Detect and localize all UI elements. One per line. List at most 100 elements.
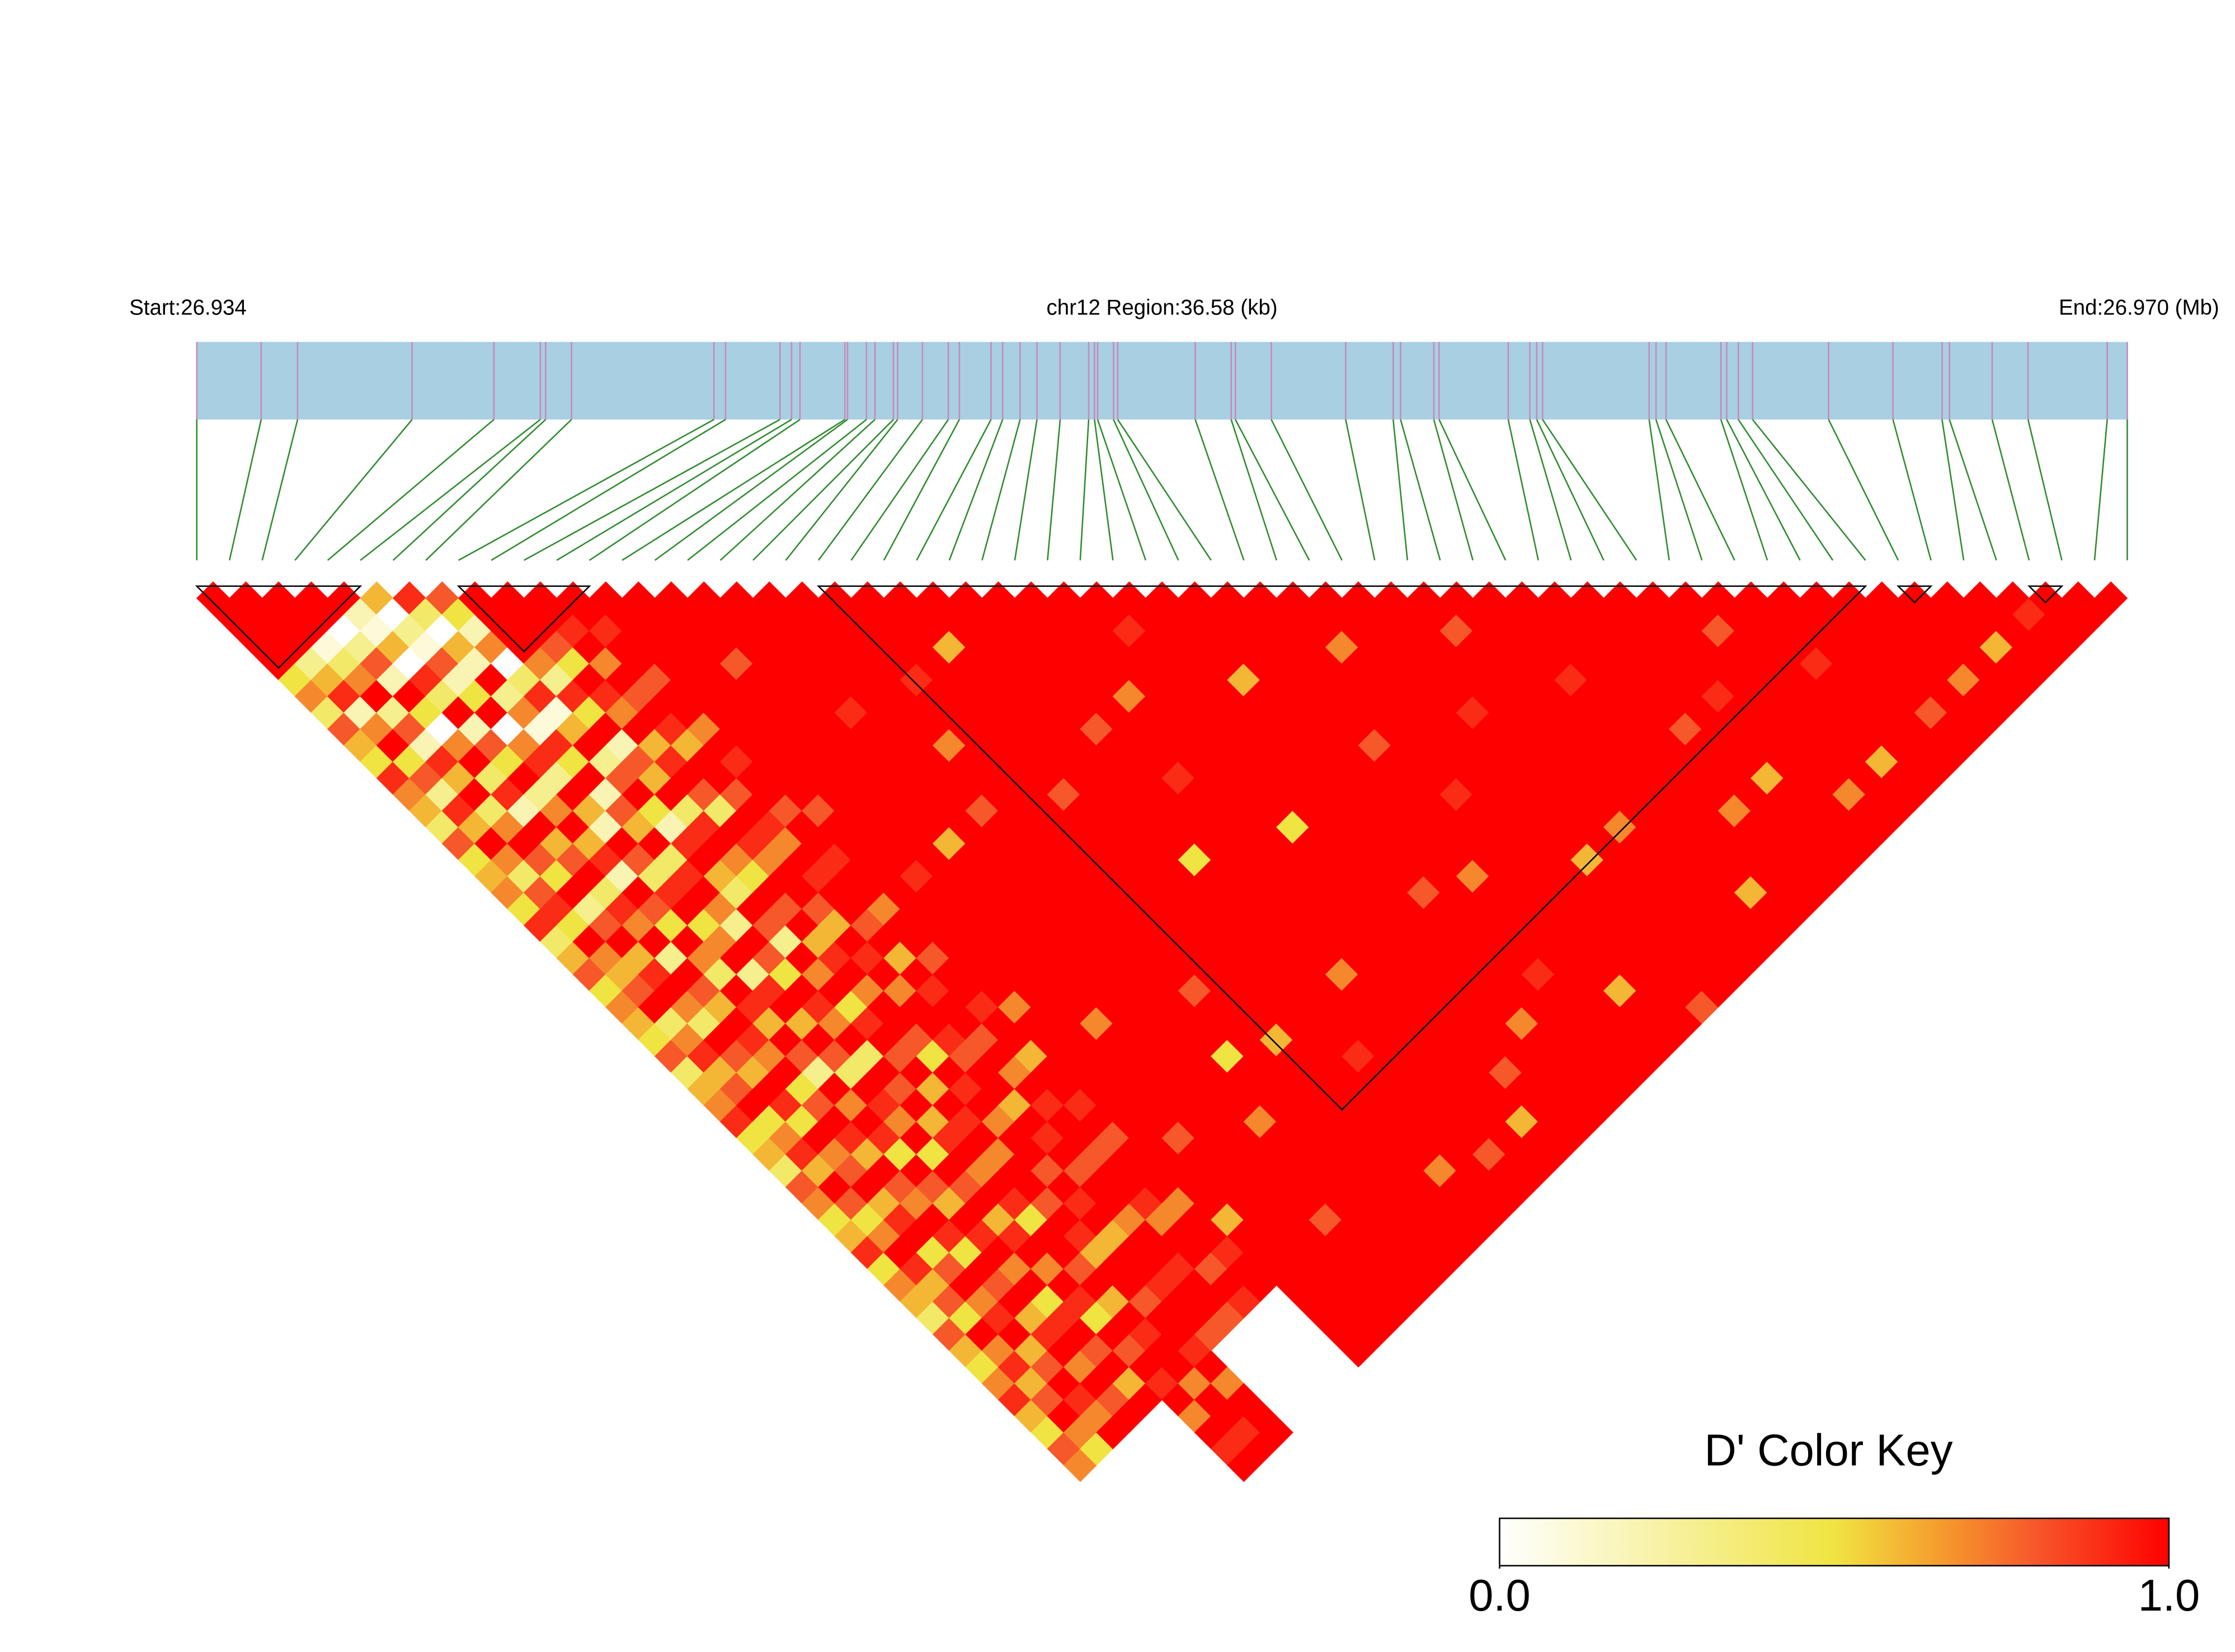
snp-connector — [1720, 419, 1768, 561]
snp-connector — [916, 419, 992, 561]
ld-cell — [834, 761, 868, 795]
ld-cell — [507, 794, 541, 828]
ld-cell — [736, 663, 770, 697]
ld-cell — [1276, 1039, 1310, 1074]
ld-cell — [1865, 679, 1899, 713]
ld-cell — [736, 695, 770, 729]
ld-cell — [1587, 761, 1621, 795]
ld-cell — [1554, 794, 1588, 828]
ld-cell — [1259, 1121, 1293, 1155]
ld-cell — [540, 695, 574, 729]
ld-cell — [1620, 761, 1654, 795]
snp-connector — [556, 418, 792, 561]
ld-cell — [703, 761, 737, 795]
ld-cell — [1718, 695, 1752, 729]
ld-cell — [1259, 957, 1293, 991]
ld-cell — [752, 810, 787, 844]
ld-cell — [1652, 1023, 1686, 1057]
key-title: D' Color Key — [1704, 1425, 1952, 1475]
ld-cell — [491, 712, 525, 746]
snp-connector — [491, 418, 726, 561]
ld-cell — [523, 679, 557, 713]
ld-cell — [1276, 581, 1310, 615]
ld-cell — [1685, 695, 1719, 729]
snp-connector — [425, 418, 572, 561]
ld-cell — [1718, 597, 1752, 632]
ld-cell — [1587, 663, 1621, 697]
ld-cell — [1832, 614, 1866, 648]
ld-cell — [736, 990, 770, 1024]
ld-cell — [1620, 925, 1654, 959]
ld-cell — [736, 794, 770, 828]
ld-cell — [1652, 990, 1686, 1024]
ld-cell — [719, 843, 754, 877]
ld-cell — [801, 957, 835, 991]
ld-cell — [818, 679, 852, 713]
ld-cell — [1292, 630, 1326, 665]
ld-cell — [523, 745, 557, 779]
ld-cell — [785, 1137, 819, 1171]
ld-cell — [1832, 581, 1866, 615]
ld-cell — [752, 941, 787, 975]
ld-cell — [785, 745, 819, 779]
ld-cell — [736, 1088, 770, 1122]
ld-cell — [834, 990, 868, 1024]
ld-cell — [1292, 663, 1326, 697]
ld-cell — [1718, 630, 1752, 665]
ld-cell — [1554, 1088, 1588, 1122]
ld-cell — [491, 581, 525, 615]
ld-cell — [719, 778, 754, 812]
snp-connector — [1433, 419, 1474, 561]
snp-connector — [327, 418, 495, 561]
ld-cell — [1718, 957, 1752, 991]
ld-cell — [801, 925, 835, 959]
ld-cell — [801, 859, 835, 893]
ld-cell — [523, 778, 557, 812]
ld-cell — [736, 892, 770, 926]
snp-connector — [1648, 419, 1670, 561]
ld-cell — [1292, 728, 1326, 763]
ld-cell — [474, 826, 509, 860]
ld-cell — [752, 1137, 787, 1171]
ld-cell — [818, 712, 852, 746]
ld-cell — [1865, 712, 1899, 746]
snp-connector — [1529, 419, 1572, 561]
ld-cell — [769, 794, 803, 828]
snp-connector — [1941, 419, 1965, 561]
ld-cell — [540, 794, 574, 828]
snp-connector — [1726, 419, 1801, 561]
snp-connector — [1542, 419, 1638, 561]
ld-cell — [703, 957, 737, 991]
snp-connector — [1014, 419, 1038, 561]
ld-block — [457, 585, 591, 653]
ld-cell — [1554, 892, 1588, 926]
ld-cell — [1587, 695, 1621, 729]
ld-cell — [1554, 859, 1588, 893]
ld-cell — [1276, 712, 1310, 746]
ld-cell — [719, 876, 754, 910]
ld-cell — [703, 1088, 737, 1122]
snp-connector — [1117, 419, 1212, 561]
ld-cell — [1276, 1203, 1310, 1237]
ld-cell — [785, 876, 819, 910]
ld-cell — [1587, 630, 1621, 665]
ld-cell — [785, 941, 819, 975]
ld-cell — [1292, 761, 1326, 795]
ld-cell — [1832, 778, 1866, 812]
snp-connector — [1828, 419, 1899, 561]
ld-cell — [752, 712, 787, 746]
ld-cell — [769, 1023, 803, 1057]
ld-cell — [507, 826, 541, 860]
ld-cell — [736, 957, 770, 991]
ld-cell — [1587, 1056, 1621, 1090]
ld-cell — [736, 630, 770, 665]
ld-cell — [474, 761, 509, 795]
ld-cell — [719, 712, 754, 746]
ld-cell — [736, 1121, 770, 1155]
ld-cell — [719, 810, 754, 844]
ld-cell — [703, 1023, 737, 1057]
snp-connector — [589, 418, 801, 561]
ld-cell — [474, 794, 509, 828]
ld-cell — [719, 1072, 754, 1106]
ld-cell — [769, 695, 803, 729]
